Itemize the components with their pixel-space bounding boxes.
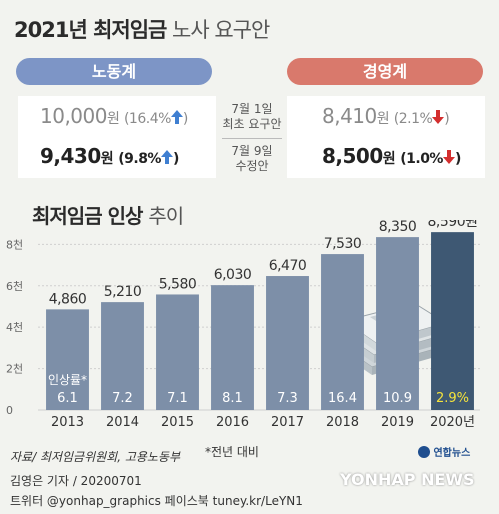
bar-value-label: 8,350 [379, 220, 417, 235]
labor-second-unit: 원 [100, 151, 114, 167]
rate-footnote: *전년 대비 [205, 445, 259, 459]
chart-title-suffix: 추이 [148, 204, 184, 228]
arrow-up-icon [160, 150, 173, 164]
y-tick-label: 4천 [6, 320, 23, 334]
arrow-up-icon [170, 110, 183, 124]
rate-label: 10.9 [383, 391, 412, 406]
bar-2019 [376, 237, 419, 410]
y-tick-label: 0 [6, 404, 13, 417]
title-sub: 노사 요구안 [172, 18, 270, 42]
bar-value-label: 8,590원 [428, 220, 478, 230]
bar-2017 [266, 276, 309, 410]
watermark: YONHAP NEWS [340, 470, 475, 489]
rate-title-label: 인상률* [48, 373, 87, 387]
labor-first-proposal: 10,000원 (16.4%) [40, 104, 188, 128]
x-tick-label: 2017 [271, 415, 304, 430]
bar-2015 [156, 294, 199, 410]
y-tick-label: 8천 [6, 237, 23, 251]
minimum-wage-bar-chart: 0 2천 4천 6천 8천 4,860 6.1 2013 인상률* 5,210 7.2 2014 5,… [6, 220, 480, 430]
labor-second-close: ) [172, 151, 179, 167]
source-text: 자료/ 최저임금위원회, 고용노동부 [10, 450, 181, 464]
yonhap-logo-icon [418, 446, 430, 458]
proposal-divider [222, 138, 282, 139]
labor-first-close: ) [182, 111, 188, 127]
labor-second-value: 9,430 [40, 144, 101, 168]
bar-2016 [211, 285, 254, 410]
first-proposal-date: 7월 1일 [231, 102, 273, 116]
chart-title-main: 최저임금 인상 [32, 204, 143, 228]
management-second-value: 8,500 [322, 144, 383, 168]
bar-2018 [321, 254, 364, 410]
second-proposal-date: 7월 9일 [231, 144, 273, 158]
second-proposal-label: 7월 9일 수정안 [212, 144, 292, 174]
x-tick-label: 2014 [106, 415, 139, 430]
labor-first-unit: 원 [106, 111, 120, 127]
rate-label: 8.1 [222, 391, 243, 406]
title-main: 2021년 최저임금 [14, 18, 167, 42]
bar-value-label: 6,470 [269, 258, 307, 274]
yonhap-logo-text: 연합뉴스 [433, 448, 471, 459]
x-tick-label: 2018 [326, 415, 359, 430]
labor-second-rate: (9.8% [118, 151, 161, 167]
first-proposal-name: 최초 요구안 [222, 117, 282, 131]
rate-label: 7.3 [277, 391, 298, 406]
yonhap-logo: 연합뉴스 [418, 444, 470, 459]
x-tick-label: 2013 [51, 415, 84, 430]
labor-panel [18, 96, 216, 178]
management-first-unit: 원 [376, 111, 390, 127]
bar-value-label: 5,210 [104, 284, 142, 300]
management-header: 경영계 [287, 58, 483, 85]
y-tick-label: 6천 [6, 279, 23, 293]
labor-first-rate: (16.4% [123, 111, 171, 127]
rate-label: 7.2 [112, 391, 133, 406]
management-second-rate: (1.0% [400, 151, 443, 167]
page-title: 2021년 최저임금 노사 요구안 [14, 14, 270, 44]
bar-value-label: 7,530 [324, 236, 362, 252]
x-tick-label: 2020년 [430, 415, 475, 430]
y-tick-label: 2천 [6, 362, 23, 376]
labor-second-proposal: 9,430원 (9.8%) [40, 144, 179, 168]
rate-label: 16.4 [328, 391, 357, 406]
bar-value-label: 6,030 [214, 267, 252, 283]
arrow-down-icon [442, 150, 455, 164]
management-second-close: ) [454, 151, 461, 167]
chart-title: 최저임금 인상 추이 [32, 200, 184, 229]
first-proposal-label: 7월 1일 최초 요구안 [212, 102, 292, 132]
x-tick-label: 2016 [216, 415, 249, 430]
bar-value-label: 4,860 [49, 291, 87, 307]
bar-2013 [46, 309, 89, 410]
management-second-proposal: 8,500원 (1.0%) [322, 144, 461, 168]
bar-value-label: 5,580 [159, 276, 197, 292]
labor-first-value: 10,000 [40, 104, 107, 128]
rate-label: 7.1 [167, 391, 188, 406]
social-text: 트위터 @yonhap_graphics 페이스북 tuney.kr/LeYN1 [10, 494, 303, 508]
management-first-rate: (2.1% [393, 111, 433, 127]
bar-2020년 [431, 232, 474, 410]
rate-label: 6.1 [57, 391, 78, 406]
management-second-unit: 원 [382, 151, 396, 167]
bar-2014 [101, 302, 144, 410]
management-panel [287, 96, 485, 178]
x-tick-label: 2015 [161, 415, 194, 430]
rate-label: 2.9% [436, 391, 469, 406]
management-first-proposal: 8,410원 (2.1%) [322, 104, 450, 128]
management-first-value: 8,410 [322, 104, 377, 128]
labor-header: 노동계 [16, 58, 212, 85]
x-tick-label: 2019 [381, 415, 414, 430]
reporter-text: 김영은 기자 / 20200701 [10, 474, 142, 488]
second-proposal-name: 수정안 [235, 159, 269, 173]
management-first-close: ) [444, 111, 450, 127]
arrow-down-icon [432, 110, 445, 124]
